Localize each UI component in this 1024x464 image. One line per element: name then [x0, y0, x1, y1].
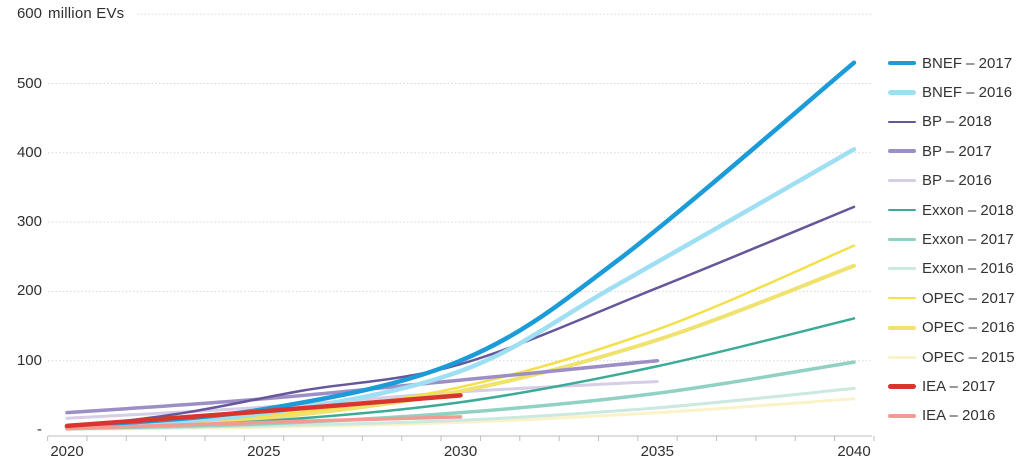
x-tick-label-2040: 2040: [837, 443, 871, 460]
legend-label-bp-2016: BP – 2016: [922, 172, 992, 190]
legend-swatch-iea-2016: [888, 414, 916, 418]
y-tick-label-200: 200: [16, 282, 42, 300]
series-line-iea-2016: [65, 415, 463, 431]
legend-item-bnef-2017: BNEF – 2017: [888, 53, 1012, 73]
legend-label-iea-2017: IEA – 2017: [922, 377, 996, 395]
legend-label-bp-2017: BP – 2017: [922, 142, 992, 160]
legend-swatch-bp-2018: [888, 120, 916, 124]
legend-label-opec-2017: OPEC – 2017: [922, 289, 1015, 307]
legend-label-bp-2018: BP – 2018: [922, 113, 992, 131]
legend-label-bnef-2016: BNEF – 2016: [922, 83, 1013, 101]
legend-swatch-opec-2015: [888, 355, 916, 359]
legend-item-bnef-2016: BNEF – 2016: [888, 82, 1012, 102]
legend-item-opec-2015: OPEC – 2015: [888, 347, 1015, 367]
legend-item-opec-2017: OPEC – 2017: [888, 288, 1015, 308]
x-tick-label-2035: 2035: [640, 443, 674, 460]
x-tick-label-2025: 2025: [247, 443, 281, 460]
legend-item-bp-2016: BP – 2016: [888, 171, 992, 191]
series-line-bnef-2016: [64, 147, 857, 430]
y-tick-label-500: 500: [16, 74, 42, 92]
y-tick-label-400: 400: [16, 143, 42, 161]
legend-swatch-bp-2017: [888, 149, 916, 153]
y-tick-label-0: -: [37, 421, 42, 438]
legend-swatch-iea-2017: [888, 384, 916, 389]
legend-item-iea-2017: IEA – 2017: [888, 376, 995, 396]
legend-label-opec-2015: OPEC – 2015: [922, 348, 1015, 366]
x-tick-label-2020: 2020: [50, 443, 84, 460]
legend-swatch-exxon-2016: [888, 267, 916, 271]
y-tick-label-100: 100: [16, 351, 42, 369]
y-axis-unit-label: million EVs: [48, 5, 125, 22]
x-tick-label-2030: 2030: [443, 443, 478, 460]
legend-label-opec-2016: OPEC – 2016: [922, 319, 1015, 337]
legend-swatch-bnef-2017: [888, 60, 916, 66]
legend-swatch-bp-2016: [888, 179, 916, 183]
legend-item-bp-2017: BP – 2017: [888, 141, 992, 161]
legend-item-exxon-2016: Exxon – 2016: [888, 259, 1014, 279]
legend-item-iea-2016: IEA – 2016: [888, 406, 995, 426]
legend-swatch-opec-2016: [888, 325, 916, 330]
legend-label-bnef-2017: BNEF – 2017: [922, 54, 1013, 72]
legend-label-exxon-2016: Exxon – 2016: [922, 260, 1014, 278]
legend-label-exxon-2017: Exxon – 2017: [922, 230, 1014, 248]
legend-swatch-exxon-2018: [888, 208, 916, 212]
legend-swatch-opec-2017: [888, 296, 916, 300]
legend-label-exxon-2018: Exxon – 2018: [922, 201, 1014, 219]
legend-item-exxon-2018: Exxon – 2018: [888, 200, 1014, 220]
y-tick-label-300: 300: [16, 213, 42, 231]
legend-item-bp-2018: BP – 2018: [888, 112, 992, 132]
y-tick-label-600: 600: [16, 5, 42, 23]
legend-swatch-bnef-2016: [888, 90, 916, 95]
legend-label-iea-2016: IEA – 2016: [922, 407, 996, 425]
legend-item-opec-2016: OPEC – 2016: [888, 318, 1015, 338]
legend-swatch-exxon-2017: [888, 237, 916, 242]
series-line-iea-2017: [64, 393, 463, 429]
legend-item-exxon-2017: Exxon – 2017: [888, 229, 1014, 249]
